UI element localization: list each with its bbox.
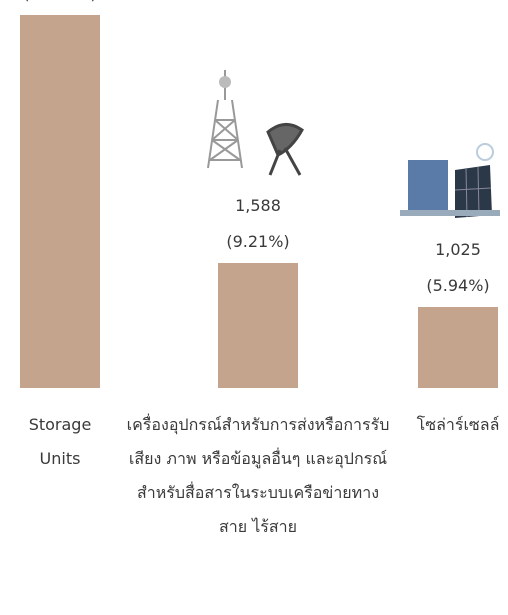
bar (418, 307, 498, 388)
percent-label: (27.50%) (23, 0, 97, 11)
value-label: 1,025 (435, 240, 481, 260)
bar (218, 263, 298, 388)
value-label: 1,588 (235, 196, 281, 216)
percent-label: (5.94%) (426, 276, 490, 296)
bar (20, 15, 100, 388)
category-label: โซล่าร์เซลล์ (416, 415, 500, 434)
category-label: เครื่องอุปกรณ์สำหรับการส่งหรือการรับเสีย… (126, 415, 390, 536)
tower-icon (207, 70, 304, 176)
solar-icon (400, 143, 500, 218)
category-label: Storage Units (28, 415, 92, 468)
percent-label: (9.21%) (226, 232, 290, 252)
